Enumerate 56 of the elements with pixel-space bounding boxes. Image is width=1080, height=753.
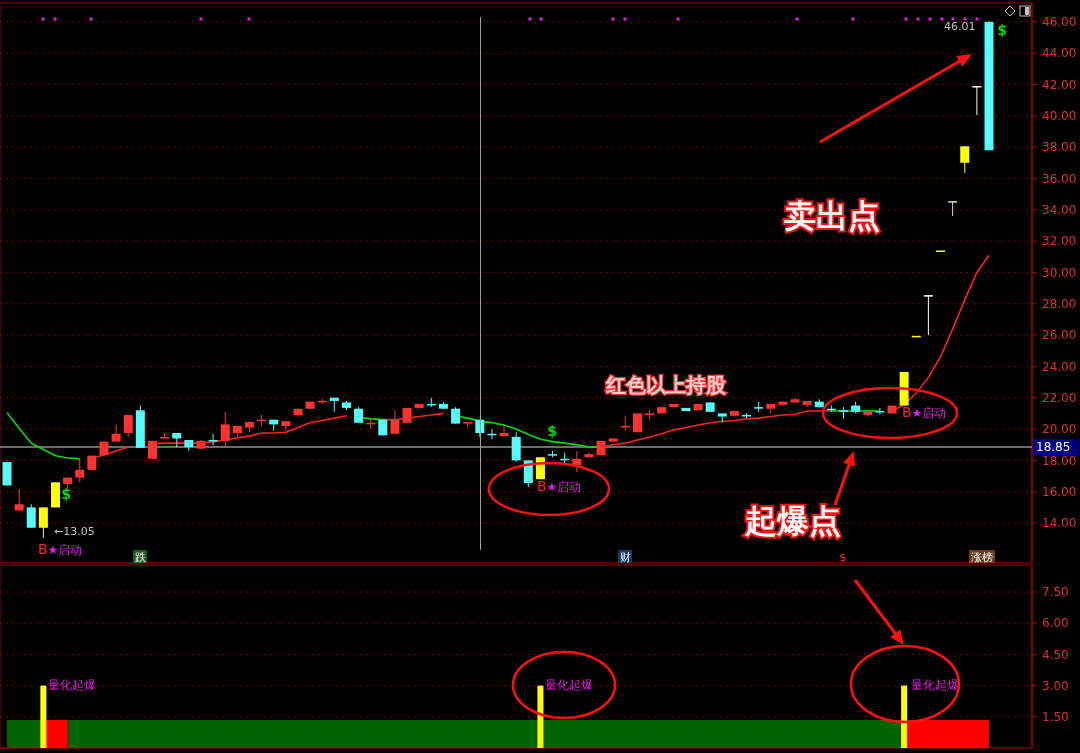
annotation: B★启动 [902,404,947,420]
ref-line-label: 18.85 [1036,440,1071,455]
annotation: 起爆点 [744,502,841,540]
text: $ [997,22,1007,38]
y-tick-label: 16.00 [1042,484,1077,499]
y-tick-label: 34.00 [1042,202,1077,217]
y-tick-label: 20.00 [1042,422,1077,437]
annotation: 量化起爆 [911,678,959,692]
annotation: 红色以上持股 [605,373,727,397]
y-tick-label: 18.00 [1042,453,1077,468]
annotation: 46.01 [944,20,976,33]
y-tick-label: 38.00 [1042,140,1077,155]
y-tick-label: 14.00 [1042,516,1077,531]
y-tick-label: 26.00 [1042,328,1077,343]
annotation: 卖出点 [784,197,880,235]
y-tick-label: 4.50 [1042,647,1069,662]
annotation: B★启动 [38,541,83,557]
annotation: 涨榜 [971,551,993,564]
annotation: $ [547,423,557,439]
y-tick-label: 24.00 [1042,359,1077,374]
annotation: $ [839,551,847,564]
annotation: B★启动 [537,478,582,494]
y-tick-label: 44.00 [1042,46,1077,61]
y-tick-label: 36.00 [1042,171,1077,186]
y-tick-label: 40.00 [1042,108,1077,123]
annotation: ←13.05 [54,525,95,538]
candlestick [38,506,48,539]
y-tick-label: 22.00 [1042,390,1077,405]
annotation: $ [61,486,71,502]
candlestick [960,145,970,174]
candlestick [26,503,36,529]
y-tick-label: 6.00 [1042,616,1069,631]
y-tick-label: 46.00 [1042,15,1077,29]
y-tick-label: 28.00 [1042,296,1077,311]
y-tick-label: 3.00 [1042,678,1069,693]
candlestick [875,407,885,415]
candlestick [390,409,400,435]
annotation: 量化起爆 [48,678,96,692]
y-tick-label: 1.50 [1042,710,1069,725]
candlestick [523,459,533,488]
annotation: 财 [619,551,631,564]
y-tick-label: 30.00 [1042,265,1077,280]
y-tick-label: 32.00 [1042,234,1077,249]
candlestick [75,458,85,483]
annotation: 量化起爆 [545,678,593,692]
candlestick [923,294,933,336]
candlestick [972,85,982,116]
annotation: 跌 [134,551,146,564]
candlestick [111,423,121,443]
y-tick-label: 42.00 [1042,77,1077,92]
candlestick [14,488,24,512]
candlestick [220,411,230,447]
candlestick [499,424,509,437]
y-tick-label: 7.50 [1042,585,1069,600]
candlestick [208,433,218,447]
candlestick [511,431,521,463]
